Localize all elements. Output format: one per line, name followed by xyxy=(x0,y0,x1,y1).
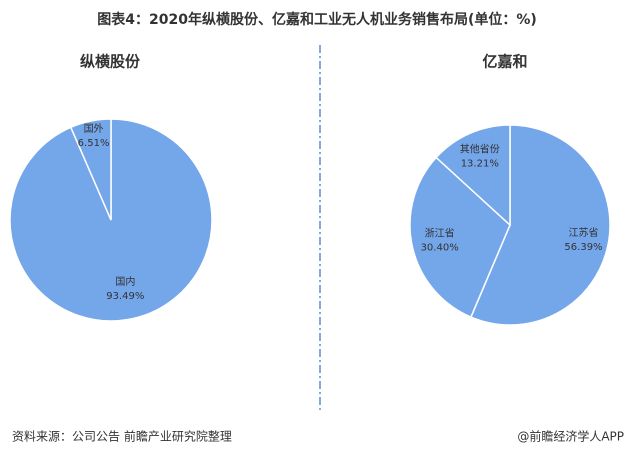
slice-value-label: 6.51% xyxy=(78,138,110,149)
slice-label: 国外 xyxy=(84,123,104,135)
slice-value-label: 93.49% xyxy=(106,291,144,302)
credit: @前瞻经济学人APP xyxy=(517,429,624,444)
pie-slice xyxy=(435,124,511,227)
slice-label: 其他省份 xyxy=(460,142,500,155)
slice-label: 江苏省 xyxy=(568,226,598,239)
pie-title: 纵横股份 xyxy=(80,53,141,71)
slice-label: 浙江省 xyxy=(425,226,455,239)
figure-title: 图表4：2020年纵横股份、亿嘉和工业无人机业务销售布局(单位：%) xyxy=(97,11,537,28)
pie-slice xyxy=(469,124,611,326)
pie-slice xyxy=(409,156,511,319)
slice-value-label: 30.40% xyxy=(421,242,459,253)
slice-value-label: 13.21% xyxy=(461,158,499,169)
source: 资料来源：公司公告 前瞻产业研究院整理 xyxy=(12,429,232,444)
pie-title: 亿嘉和 xyxy=(482,53,527,71)
slice-label: 国内 xyxy=(115,275,135,288)
slice-value-label: 56.39% xyxy=(564,242,602,253)
pie-slice xyxy=(69,118,112,221)
